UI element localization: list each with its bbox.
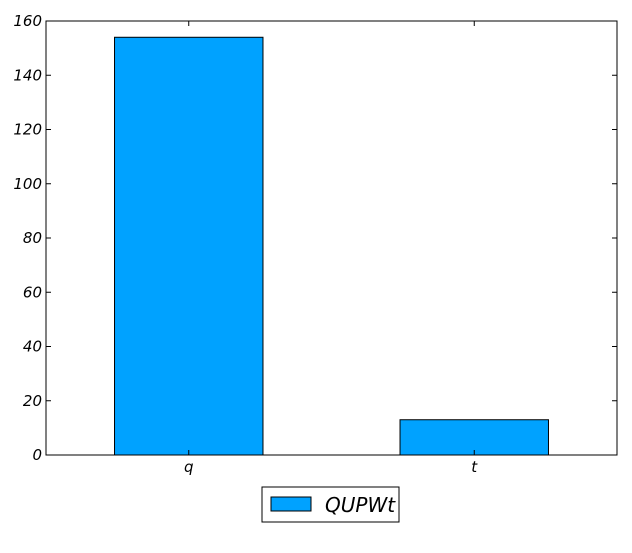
y-tick-label-160: 160 bbox=[13, 12, 42, 30]
x-tick-label-t: t bbox=[471, 458, 478, 476]
y-tick-label-0: 0 bbox=[32, 446, 42, 464]
legend-label: QUPWt bbox=[325, 493, 396, 517]
legend-swatch bbox=[270, 496, 312, 512]
x-tick-label-q: q bbox=[184, 458, 194, 476]
y-tick-label-40: 40 bbox=[23, 338, 42, 356]
y-tick-label-80: 80 bbox=[23, 229, 42, 247]
bar-t bbox=[399, 419, 549, 456]
y-tick-label-140: 140 bbox=[13, 66, 42, 84]
y-tick-label-120: 120 bbox=[13, 121, 42, 139]
bars bbox=[114, 36, 549, 456]
bar-q bbox=[114, 36, 264, 456]
legend: QUPWt bbox=[261, 486, 400, 523]
y-tick-label-60: 60 bbox=[23, 283, 42, 301]
y-tick-label-20: 20 bbox=[23, 392, 42, 410]
y-axis: 0 20 40 60 80 100 120 140 160 bbox=[13, 12, 617, 464]
y-tick-label-100: 100 bbox=[13, 175, 42, 193]
